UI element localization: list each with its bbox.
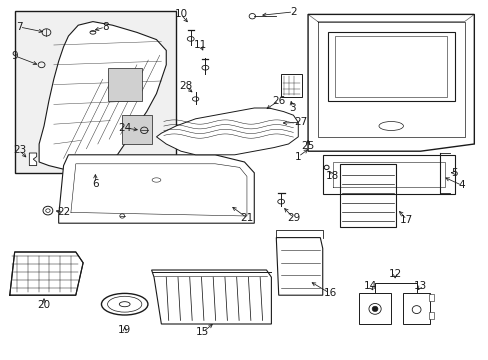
Text: 3: 3 <box>288 103 295 113</box>
Bar <box>403 293 429 324</box>
Bar <box>107 68 142 101</box>
Bar <box>428 294 433 301</box>
Bar <box>428 312 433 319</box>
Text: 29: 29 <box>286 213 300 223</box>
Text: 27: 27 <box>293 117 307 127</box>
Text: 26: 26 <box>271 96 285 106</box>
Text: 18: 18 <box>325 171 339 181</box>
Bar <box>359 293 390 324</box>
Polygon shape <box>156 108 298 155</box>
Polygon shape <box>59 155 254 223</box>
Text: 5: 5 <box>450 168 457 178</box>
Polygon shape <box>39 22 166 169</box>
Text: 25: 25 <box>301 141 314 151</box>
Text: 28: 28 <box>179 81 192 91</box>
Text: 20: 20 <box>38 300 50 310</box>
Polygon shape <box>10 252 83 295</box>
Text: 13: 13 <box>413 281 427 291</box>
Text: 4: 4 <box>458 180 465 190</box>
Text: 8: 8 <box>102 22 108 32</box>
Text: 9: 9 <box>11 51 18 61</box>
Bar <box>15 11 176 173</box>
Polygon shape <box>29 153 37 166</box>
Text: 7: 7 <box>16 22 23 32</box>
Bar <box>327 32 454 101</box>
Text: 23: 23 <box>13 145 26 156</box>
Text: 6: 6 <box>92 179 99 189</box>
Text: 24: 24 <box>118 123 131 133</box>
Text: 17: 17 <box>399 215 413 225</box>
Text: 19: 19 <box>118 325 131 336</box>
Text: 10: 10 <box>174 9 187 19</box>
Polygon shape <box>276 238 322 295</box>
Text: 1: 1 <box>294 152 301 162</box>
Text: 22: 22 <box>57 207 70 217</box>
Text: 15: 15 <box>196 327 209 337</box>
Bar <box>334 36 447 97</box>
Polygon shape <box>151 270 271 324</box>
Polygon shape <box>322 155 454 194</box>
Text: 12: 12 <box>387 269 401 279</box>
Text: 21: 21 <box>240 213 253 223</box>
Text: 14: 14 <box>363 281 376 291</box>
Bar <box>122 115 151 144</box>
Text: 2: 2 <box>289 7 296 17</box>
Bar <box>281 74 301 97</box>
Bar <box>339 164 395 227</box>
Polygon shape <box>307 14 473 151</box>
Text: 11: 11 <box>193 40 207 50</box>
Text: 16: 16 <box>323 288 336 298</box>
Ellipse shape <box>371 306 377 312</box>
